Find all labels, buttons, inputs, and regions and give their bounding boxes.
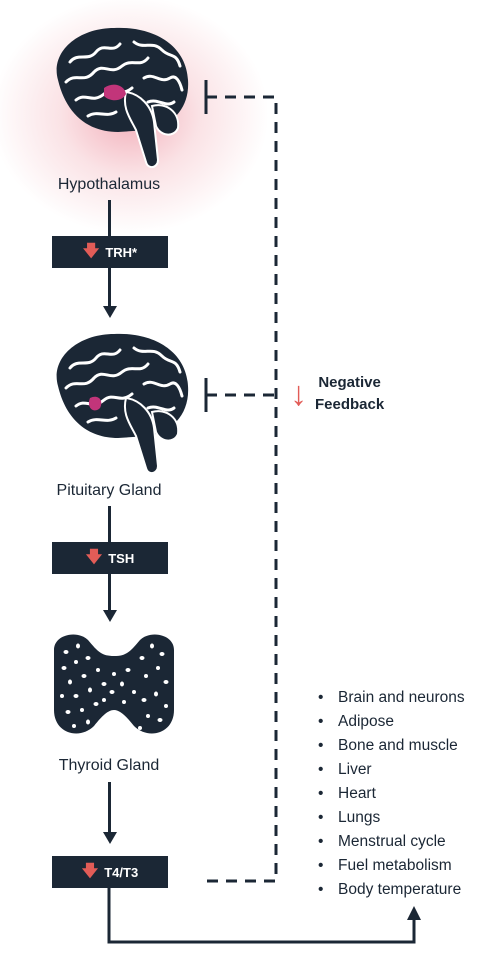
- t4-t3-hormone-box: 🡇 T4/T3: [52, 856, 168, 888]
- connector-line: [108, 574, 111, 614]
- trh-label: TRH*: [105, 244, 138, 260]
- feedback-dashed-line: [204, 95, 278, 883]
- connector-line: [108, 506, 111, 542]
- list-item: Fuel metabolism: [318, 854, 465, 878]
- decrease-arrow-icon: ↓: [290, 375, 307, 413]
- tsh-label: TSH: [108, 550, 135, 566]
- pituitary-gland-label: Pituitary Gland: [56, 482, 162, 499]
- target-effects-list: Brain and neurons Adipose Bone and muscl…: [318, 686, 465, 902]
- trh-hormone-box: 🡇 TRH*: [52, 236, 168, 268]
- negative-feedback-line1: Negative: [318, 374, 381, 391]
- tsh-hormone-box: 🡇 TSH: [52, 542, 168, 574]
- connector-line: [108, 782, 111, 836]
- pituitary-brain-icon: [56, 333, 189, 474]
- list-item: Menstrual cycle: [318, 830, 465, 854]
- list-item: Heart: [318, 782, 465, 806]
- down-arrowhead: [102, 832, 117, 844]
- t4-t3-label: T4/T3: [104, 864, 139, 880]
- list-item: Adipose: [318, 710, 465, 734]
- decrease-arrow-icon: 🡇: [81, 863, 99, 880]
- down-arrowhead: [102, 610, 117, 622]
- connector-line: [108, 200, 111, 236]
- list-item: Brain and neurons: [318, 686, 465, 710]
- down-arrowhead: [102, 306, 117, 318]
- connector-line: [108, 268, 111, 310]
- negative-feedback-line2: Feedback: [315, 396, 385, 413]
- list-item: Bone and muscle: [318, 734, 465, 758]
- output-arrow-line: [107, 888, 416, 944]
- thyroid-gland-icon: [54, 634, 174, 734]
- list-item: Liver: [318, 758, 465, 782]
- list-item: Lungs: [318, 806, 465, 830]
- negative-feedback-label: ↓ Negative Feedback: [290, 372, 384, 416]
- decrease-arrow-icon: 🡇: [85, 549, 103, 566]
- list-item: Body temperature: [318, 878, 465, 902]
- up-arrowhead: [407, 906, 421, 920]
- decrease-arrow-icon: 🡇: [82, 243, 100, 260]
- hypothalamus-brain-icon: [56, 27, 189, 168]
- thyroid-gland-label: Thyroid Gland: [58, 757, 160, 774]
- hypothalamus-label: Hypothalamus: [57, 176, 161, 193]
